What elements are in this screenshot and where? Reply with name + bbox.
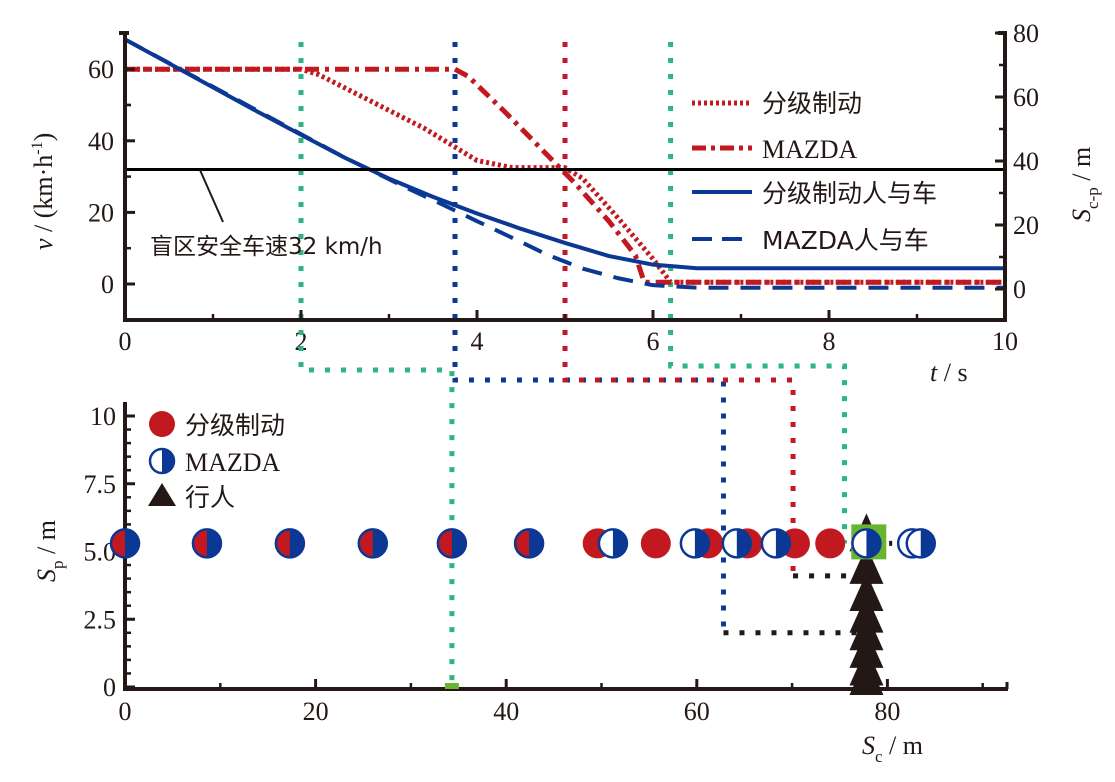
x-tick-label: 2 — [295, 327, 308, 356]
y-tick-label: 0 — [103, 673, 116, 702]
lower-legend: 分级制动 MAZDA 行人 — [148, 411, 285, 512]
connector-lines — [298, 330, 848, 685]
legend-item-mazda: MAZDA — [692, 135, 858, 164]
legend-item-graded-braking-distance: 分级制动人与车 — [692, 179, 937, 208]
x-tick-label: 6 — [647, 327, 660, 356]
marker-half-fill — [289, 529, 304, 558]
y-tick-label: 10 — [90, 402, 116, 431]
marker-half-fill — [125, 529, 139, 558]
x-tick-label: 40 — [493, 697, 519, 726]
connector-line — [452, 330, 726, 633]
lower-x-axis-label: Sc / m — [862, 731, 923, 766]
safe-speed-annotation-leader — [199, 169, 224, 223]
y-right-tick-label: 20 — [1013, 211, 1039, 240]
mazda-marker — [597, 528, 629, 559]
y-left-tick-label: 60 — [88, 55, 114, 84]
y-tick-label: 7.5 — [84, 470, 117, 499]
series-line — [125, 66, 1005, 285]
legend-label: MAZDA人与车 — [762, 226, 929, 255]
legend-marker-filled-circle — [149, 411, 175, 437]
connector-line — [668, 330, 848, 544]
legend-label: MAZDA — [762, 135, 858, 164]
legend-item-mazda-distance: MAZDA人与车 — [692, 226, 929, 255]
upper-chart: 0 2 4 6 8 10 0 20 40 60 0 20 40 60 80 盲区安全车速32 km/h t … — [29, 19, 1102, 387]
legend-item-graded-braking: 分级制动 — [692, 89, 862, 118]
mazda-marker — [851, 528, 882, 559]
y-right-tick-label: 80 — [1013, 19, 1039, 48]
upper-reference-lines — [298, 42, 674, 330]
y-left-tick-label: 20 — [88, 198, 114, 227]
combined-marker — [357, 528, 389, 559]
mazda-marker — [905, 528, 937, 559]
mazda-marker — [721, 528, 753, 559]
marker-half-fill — [372, 529, 387, 558]
x-tick-label: 4 — [471, 327, 484, 356]
connector-line — [562, 330, 796, 576]
combined-marker — [191, 528, 223, 559]
legend-item-graded-braking: 分级制动 — [149, 411, 285, 440]
upper-left-y-axis-label: v / (km·h-1) — [29, 133, 58, 250]
y-tick-label: 2.5 — [84, 605, 117, 634]
mazda-marker — [679, 528, 711, 559]
marker-half-fill — [920, 529, 935, 558]
graded-braking-marker — [640, 528, 671, 559]
marker-half-fill — [451, 529, 466, 558]
lower-y-axis-label: Sp / m — [32, 520, 67, 582]
marker-half-fill — [529, 529, 544, 558]
x-tick-label: 8 — [823, 327, 836, 356]
legend-label: MAZDA — [185, 448, 281, 477]
legend-item-mazda: MAZDA — [148, 447, 281, 477]
marker-half-fill — [694, 529, 709, 558]
legend-label: 分级制动 — [762, 89, 862, 118]
series-line — [124, 37, 1005, 271]
pedestrian-marker — [849, 572, 884, 611]
marker-half-fill — [775, 529, 790, 558]
pedestrian-marker — [849, 545, 884, 584]
legend-marker-triangle — [148, 483, 176, 506]
marker-half-fill — [736, 529, 751, 558]
connector-line — [298, 330, 455, 685]
upper-ticks: 0 2 4 6 8 10 0 20 40 60 0 20 40 60 80 — [88, 19, 1039, 356]
upper-x-axis-label: t / s — [930, 358, 968, 387]
lower-markers — [109, 513, 937, 695]
upper-right-y-axis-label: Sc-p / m — [1067, 147, 1102, 222]
upper-legend: 分级制动 MAZDA 分级制动人与车 MAZDA人与车 — [692, 89, 937, 255]
x-tick-label: 0 — [119, 697, 132, 726]
x-tick-label: 80 — [874, 697, 900, 726]
y-left-tick-label: 40 — [88, 127, 114, 156]
legend-item-pedestrian: 行人 — [148, 483, 235, 512]
combined-marker — [109, 528, 141, 559]
y-right-tick-label: 60 — [1013, 83, 1039, 112]
legend-label: 分级制动 — [185, 411, 285, 440]
highlight-box — [444, 683, 459, 689]
combined-marker — [436, 528, 468, 559]
legend-label: 行人 — [185, 483, 235, 512]
pedestrian-marker — [849, 657, 884, 695]
marker-half-fill — [866, 529, 881, 558]
combined-marker — [513, 528, 545, 559]
y-right-tick-label: 0 — [1013, 275, 1026, 304]
combined-marker — [274, 528, 306, 559]
x-tick-label: 0 — [119, 327, 132, 356]
x-tick-label: 10 — [992, 327, 1018, 356]
y-left-tick-label: 0 — [101, 270, 114, 299]
y-right-tick-label: 40 — [1013, 147, 1039, 176]
marker-half-fill — [612, 529, 627, 558]
safe-speed-annotation: 盲区安全车速32 km/h — [150, 234, 383, 260]
graded-braking-marker — [815, 528, 846, 559]
x-tick-label: 60 — [684, 697, 710, 726]
marker-half-fill — [206, 529, 221, 558]
legend-label: 分级制动人与车 — [762, 179, 937, 208]
upper-series — [124, 37, 1005, 290]
x-tick-label: 20 — [303, 697, 329, 726]
mazda-marker — [760, 528, 792, 559]
legend-marker-half-fill — [162, 449, 174, 473]
series-line — [125, 66, 1005, 285]
series-line — [124, 37, 1005, 290]
